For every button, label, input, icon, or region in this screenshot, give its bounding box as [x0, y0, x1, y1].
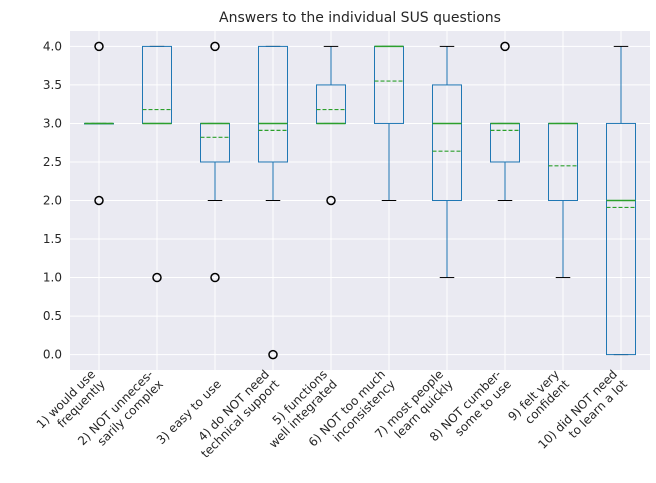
- y-tick-label: 4.0: [43, 39, 62, 53]
- chart-title: Answers to the individual SUS questions: [219, 10, 501, 26]
- box: [432, 84, 462, 201]
- flier: [268, 349, 278, 360]
- flier: [152, 272, 162, 283]
- flier: [326, 195, 336, 206]
- flier: [210, 41, 220, 52]
- x-tick-label: 4) do NOT needtechnical support: [188, 367, 282, 461]
- y-tick-label: 1.5: [43, 232, 62, 246]
- flier: [500, 41, 510, 52]
- y-tick-label: 2.0: [43, 194, 62, 208]
- y-tick-label: 0.5: [43, 309, 62, 323]
- box: [258, 45, 288, 163]
- y-tick-label: 0.0: [43, 348, 62, 362]
- flier: [94, 195, 104, 206]
- y-tick-label: 1.0: [43, 271, 62, 285]
- flier: [94, 41, 104, 52]
- box: [606, 122, 636, 356]
- flier: [210, 272, 220, 283]
- y-tick-label: 2.5: [43, 155, 62, 169]
- y-tick-label: 3.5: [43, 78, 62, 92]
- y-tick-label: 3.0: [43, 116, 62, 130]
